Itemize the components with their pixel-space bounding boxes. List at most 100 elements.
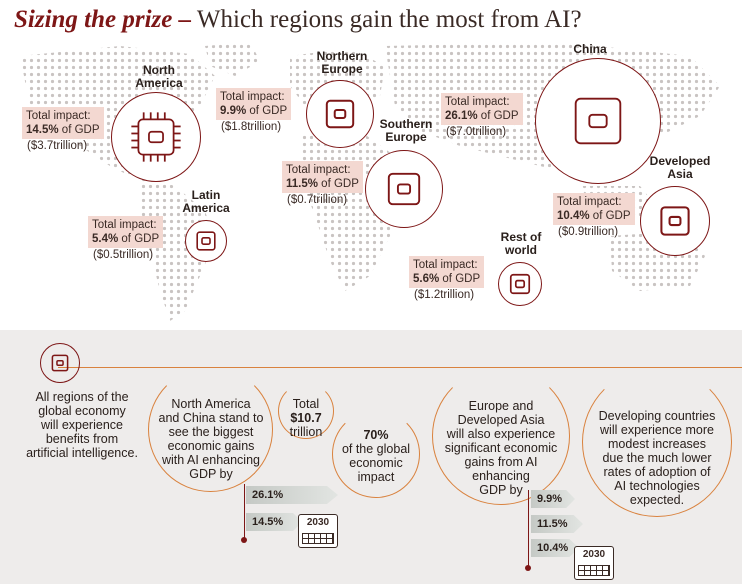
impact-value: 26.1% <box>445 110 478 122</box>
impact-box: Total impact: 14.5% of GDP <box>22 107 104 139</box>
impact-southern-europe: Total impact: 11.5% of GDP ($0.7trillion) <box>282 161 363 207</box>
text-line: Developing countries <box>598 409 716 423</box>
impact-trillion: ($7.0trillion) <box>446 126 507 138</box>
seventy-text: 70% of the global economic impact <box>332 428 420 484</box>
calendar-icon-right: 2030 <box>574 546 614 580</box>
chip-circle-rest-of-world <box>498 262 542 306</box>
text-line: will experience <box>41 418 123 432</box>
chip-circle-latin-america <box>185 220 227 262</box>
seventy-line-2: of the global <box>341 442 411 456</box>
text-line: significant economic <box>444 441 558 455</box>
bar-north-america-label: 14.5% <box>252 516 284 528</box>
impact-northern-europe: Total impact: 9.9% of GDP ($1.8trillion) <box>216 88 292 134</box>
chip-icon <box>131 112 181 162</box>
chip-icon <box>325 99 355 129</box>
total-line-3: trillion <box>289 425 323 439</box>
text-line: gains from AI <box>464 455 538 469</box>
impact-trillion: ($3.7trillion) <box>27 140 88 152</box>
region-name-latin-america: Latin America <box>175 189 237 215</box>
text-line: expected. <box>629 493 685 507</box>
chip-circle-southern-europe <box>365 150 443 228</box>
impact-unit: of GDP <box>317 178 359 190</box>
chip-icon-summary <box>40 343 80 383</box>
region-name-line: Latin <box>191 188 221 202</box>
impact-box: Total impact: 10.4% of GDP <box>553 193 635 225</box>
chip-icon <box>196 231 216 251</box>
region-name-line: Developed <box>649 154 711 168</box>
chip-icon <box>509 273 531 295</box>
text-line: modest increases <box>608 437 706 451</box>
calendar-year: 2030 <box>306 517 330 528</box>
page-title: Sizing the prize – Which regions gain th… <box>14 5 582 35</box>
bar-southern-europe: 11.5% <box>531 515 583 533</box>
total-line-2: $10.7 <box>290 411 322 425</box>
impact-latin-america: Total impact: 5.4% of GDP ($0.5trillion) <box>88 216 164 262</box>
impact-unit: of GDP <box>477 110 519 122</box>
impact-value: 14.5% <box>26 124 59 136</box>
impact-unit: of GDP <box>118 233 160 245</box>
text-line: will also experience <box>446 427 556 441</box>
chip-circle-china <box>535 58 661 184</box>
region-name-rest-of-world: Rest of world <box>494 231 548 257</box>
impact-trillion: ($1.8trillion) <box>221 121 282 133</box>
right-bars-dot <box>525 565 531 571</box>
bar-southern-europe-label: 11.5% <box>537 518 568 530</box>
chip-circle-northern-europe <box>306 80 374 148</box>
impact-label: Total impact: <box>26 110 91 122</box>
bubble-total <box>278 383 334 439</box>
text-line: enhancing <box>472 469 530 483</box>
bar-northern-europe-label: 9.9% <box>537 493 563 505</box>
text-line: economic gains <box>167 439 255 453</box>
summary-baseline <box>58 367 742 368</box>
impact-trillion: ($0.5trillion) <box>93 249 154 261</box>
impact-rest-of-world: Total impact: 5.6% of GDP ($1.2trillion) <box>409 256 485 302</box>
region-name-china: China <box>565 43 615 56</box>
seventy-line-4: impact <box>357 470 395 484</box>
na-china-text: North America and China stand to see the… <box>152 397 270 481</box>
region-name-line: Northern <box>316 49 368 63</box>
all-regions-text: All regions of the global economy will e… <box>12 390 152 460</box>
impact-value: 9.9% <box>220 105 247 117</box>
region-name-line: world <box>505 243 537 257</box>
impact-unit: of GDP <box>439 273 481 285</box>
region-name-line: Europe <box>385 130 427 144</box>
impact-value: 5.6% <box>413 273 440 285</box>
region-name-line: Europe <box>321 62 363 76</box>
bubble-seventy <box>332 410 420 498</box>
text-line: with AI enhancing <box>162 453 260 467</box>
developing-text: Developing countries will experience mor… <box>587 409 727 507</box>
region-name-line: Southern <box>379 117 433 131</box>
impact-box: Total impact: 5.6% of GDP <box>409 256 485 288</box>
bar-developed-asia: 10.4% <box>531 539 579 557</box>
text-line: Europe and <box>468 399 534 413</box>
text-line: due the much lower <box>602 451 712 465</box>
text-line: will experience more <box>600 423 714 437</box>
calendar-grid <box>578 565 610 576</box>
impact-unit: of GDP <box>589 210 631 222</box>
seventy-line-1: 70% <box>363 428 389 442</box>
impact-value: 5.4% <box>92 233 119 245</box>
bar-north-america: 14.5% <box>246 513 302 531</box>
chip-icon <box>574 97 622 145</box>
left-bars-dot <box>241 537 247 543</box>
text-line: rates of adoption of <box>603 465 711 479</box>
seventy-line-3: economic <box>349 456 403 470</box>
impact-unit: of GDP <box>246 105 288 117</box>
impact-label: Total impact: <box>286 164 351 176</box>
text-line: and China stand to <box>158 411 264 425</box>
impact-china: Total impact: 26.1% of GDP ($7.0trillion) <box>441 93 523 139</box>
right-bars-axis <box>528 490 529 568</box>
impact-box: Total impact: 26.1% of GDP <box>441 93 523 125</box>
impact-developed-asia: Total impact: 10.4% of GDP ($0.9trillion) <box>553 193 635 239</box>
bar-china: 26.1% <box>246 486 338 504</box>
text-line: All regions of the <box>35 390 129 404</box>
chip-circle-developed-asia <box>640 186 710 256</box>
impact-label: Total impact: <box>92 219 157 231</box>
bar-northern-europe: 9.9% <box>531 490 575 508</box>
region-name-developed-asia: Developed Asia <box>644 155 716 181</box>
text-line: global economy <box>38 404 126 418</box>
europe-asia-text: Europe and Developed Asia will also expe… <box>437 399 565 497</box>
impact-box: Total impact: 11.5% of GDP <box>282 161 363 193</box>
text-line: artificial intelligence. <box>26 446 138 460</box>
impact-label: Total impact: <box>220 91 285 103</box>
